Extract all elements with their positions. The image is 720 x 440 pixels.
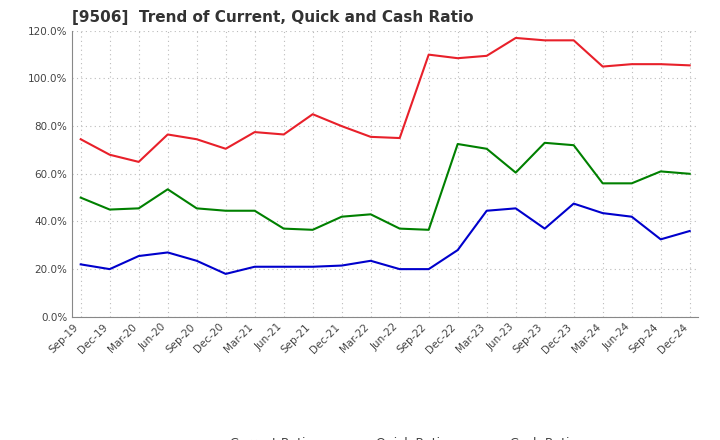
Current Ratio bbox=[221, 146, 230, 151]
Current Ratio bbox=[627, 62, 636, 67]
Current Ratio bbox=[163, 132, 172, 137]
Current Ratio bbox=[511, 35, 520, 40]
Current Ratio bbox=[105, 152, 114, 158]
Cash Ratio bbox=[163, 250, 172, 255]
Quick Ratio bbox=[366, 212, 375, 217]
Quick Ratio bbox=[511, 170, 520, 175]
Quick Ratio bbox=[221, 208, 230, 213]
Cash Ratio bbox=[308, 264, 317, 269]
Current Ratio bbox=[279, 132, 288, 137]
Text: [9506]  Trend of Current, Quick and Cash Ratio: [9506] Trend of Current, Quick and Cash … bbox=[72, 11, 474, 26]
Quick Ratio bbox=[482, 146, 491, 151]
Cash Ratio bbox=[657, 237, 665, 242]
Quick Ratio bbox=[424, 227, 433, 232]
Current Ratio bbox=[482, 53, 491, 59]
Current Ratio bbox=[570, 38, 578, 43]
Cash Ratio bbox=[251, 264, 259, 269]
Quick Ratio bbox=[570, 143, 578, 148]
Current Ratio bbox=[541, 38, 549, 43]
Current Ratio bbox=[192, 136, 201, 142]
Cash Ratio bbox=[511, 206, 520, 211]
Cash Ratio bbox=[570, 201, 578, 206]
Line: Current Ratio: Current Ratio bbox=[81, 38, 690, 162]
Quick Ratio bbox=[163, 187, 172, 192]
Current Ratio bbox=[308, 112, 317, 117]
Line: Quick Ratio: Quick Ratio bbox=[81, 143, 690, 230]
Cash Ratio bbox=[221, 271, 230, 276]
Current Ratio bbox=[251, 129, 259, 135]
Quick Ratio bbox=[657, 169, 665, 174]
Cash Ratio bbox=[685, 228, 694, 234]
Cash Ratio bbox=[338, 263, 346, 268]
Quick Ratio bbox=[598, 181, 607, 186]
Cash Ratio bbox=[366, 258, 375, 264]
Cash Ratio bbox=[105, 267, 114, 272]
Cash Ratio bbox=[76, 262, 85, 267]
Line: Cash Ratio: Cash Ratio bbox=[81, 204, 690, 274]
Current Ratio bbox=[685, 63, 694, 68]
Cash Ratio bbox=[424, 267, 433, 272]
Cash Ratio bbox=[627, 214, 636, 219]
Current Ratio bbox=[366, 134, 375, 139]
Cash Ratio bbox=[135, 253, 143, 259]
Current Ratio bbox=[598, 64, 607, 69]
Cash Ratio bbox=[279, 264, 288, 269]
Cash Ratio bbox=[541, 226, 549, 231]
Quick Ratio bbox=[105, 207, 114, 212]
Quick Ratio bbox=[279, 226, 288, 231]
Quick Ratio bbox=[685, 171, 694, 176]
Cash Ratio bbox=[395, 267, 404, 272]
Current Ratio bbox=[454, 55, 462, 61]
Current Ratio bbox=[338, 124, 346, 129]
Quick Ratio bbox=[627, 181, 636, 186]
Cash Ratio bbox=[192, 258, 201, 264]
Cash Ratio bbox=[482, 208, 491, 213]
Cash Ratio bbox=[598, 210, 607, 216]
Quick Ratio bbox=[76, 195, 85, 200]
Quick Ratio bbox=[308, 227, 317, 232]
Current Ratio bbox=[424, 52, 433, 57]
Current Ratio bbox=[135, 159, 143, 165]
Quick Ratio bbox=[192, 206, 201, 211]
Quick Ratio bbox=[395, 226, 404, 231]
Current Ratio bbox=[76, 136, 85, 142]
Quick Ratio bbox=[541, 140, 549, 146]
Quick Ratio bbox=[135, 206, 143, 211]
Current Ratio bbox=[657, 62, 665, 67]
Quick Ratio bbox=[454, 141, 462, 147]
Cash Ratio bbox=[454, 247, 462, 253]
Quick Ratio bbox=[251, 208, 259, 213]
Legend: Current Ratio, Quick Ratio, Cash Ratio: Current Ratio, Quick Ratio, Cash Ratio bbox=[188, 432, 582, 440]
Quick Ratio bbox=[338, 214, 346, 219]
Current Ratio bbox=[395, 136, 404, 141]
